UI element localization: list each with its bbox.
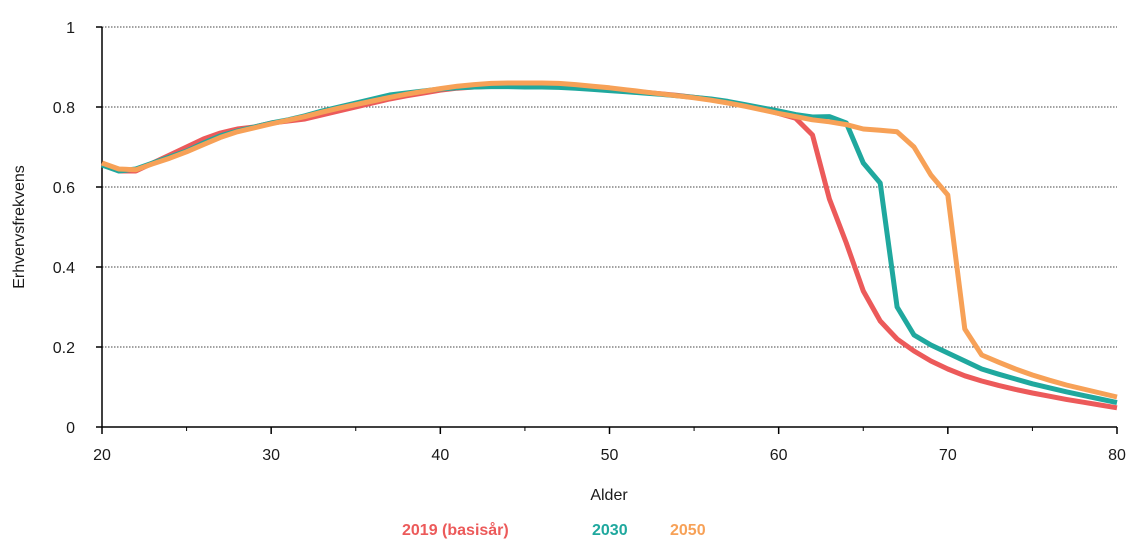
x-tick-label: 60 — [770, 447, 788, 464]
x-tick-label: 50 — [601, 447, 619, 464]
x-tick-label: 40 — [431, 447, 449, 464]
legend-item-2050: 2050 — [670, 522, 706, 539]
series-lines — [100, 80, 1118, 411]
legend-item-2030: 2030 — [592, 522, 628, 539]
y-tick-label: 0.8 — [53, 100, 75, 117]
x-tick-label: 70 — [939, 447, 957, 464]
axis-ticks: 0 0.2 0.4 0.6 0.8 1 20 30 40 50 60 70 80 — [53, 20, 1126, 464]
x-tick-label: 80 — [1108, 447, 1126, 464]
series-line-2030 — [101, 84, 1118, 406]
y-tick-label: 1 — [66, 20, 75, 37]
x-tick-label: 30 — [262, 447, 280, 464]
x-tick-label: 20 — [93, 447, 111, 464]
y-tick-label: 0.2 — [53, 340, 75, 357]
legend-item-2019: 2019 (basisår) — [402, 521, 509, 539]
series-line-2050 — [101, 80, 1118, 400]
legend: 2019 (basisår) 2030 2050 — [402, 521, 706, 539]
y-tick-label: 0.4 — [53, 260, 75, 277]
gridlines — [102, 26, 1117, 348]
y-tick-label: 0.6 — [53, 180, 75, 197]
y-axis-title: Erhvervsfrekvens — [11, 165, 28, 289]
x-axis-title: Alder — [590, 487, 628, 504]
y-tick-label: 0 — [66, 420, 75, 437]
